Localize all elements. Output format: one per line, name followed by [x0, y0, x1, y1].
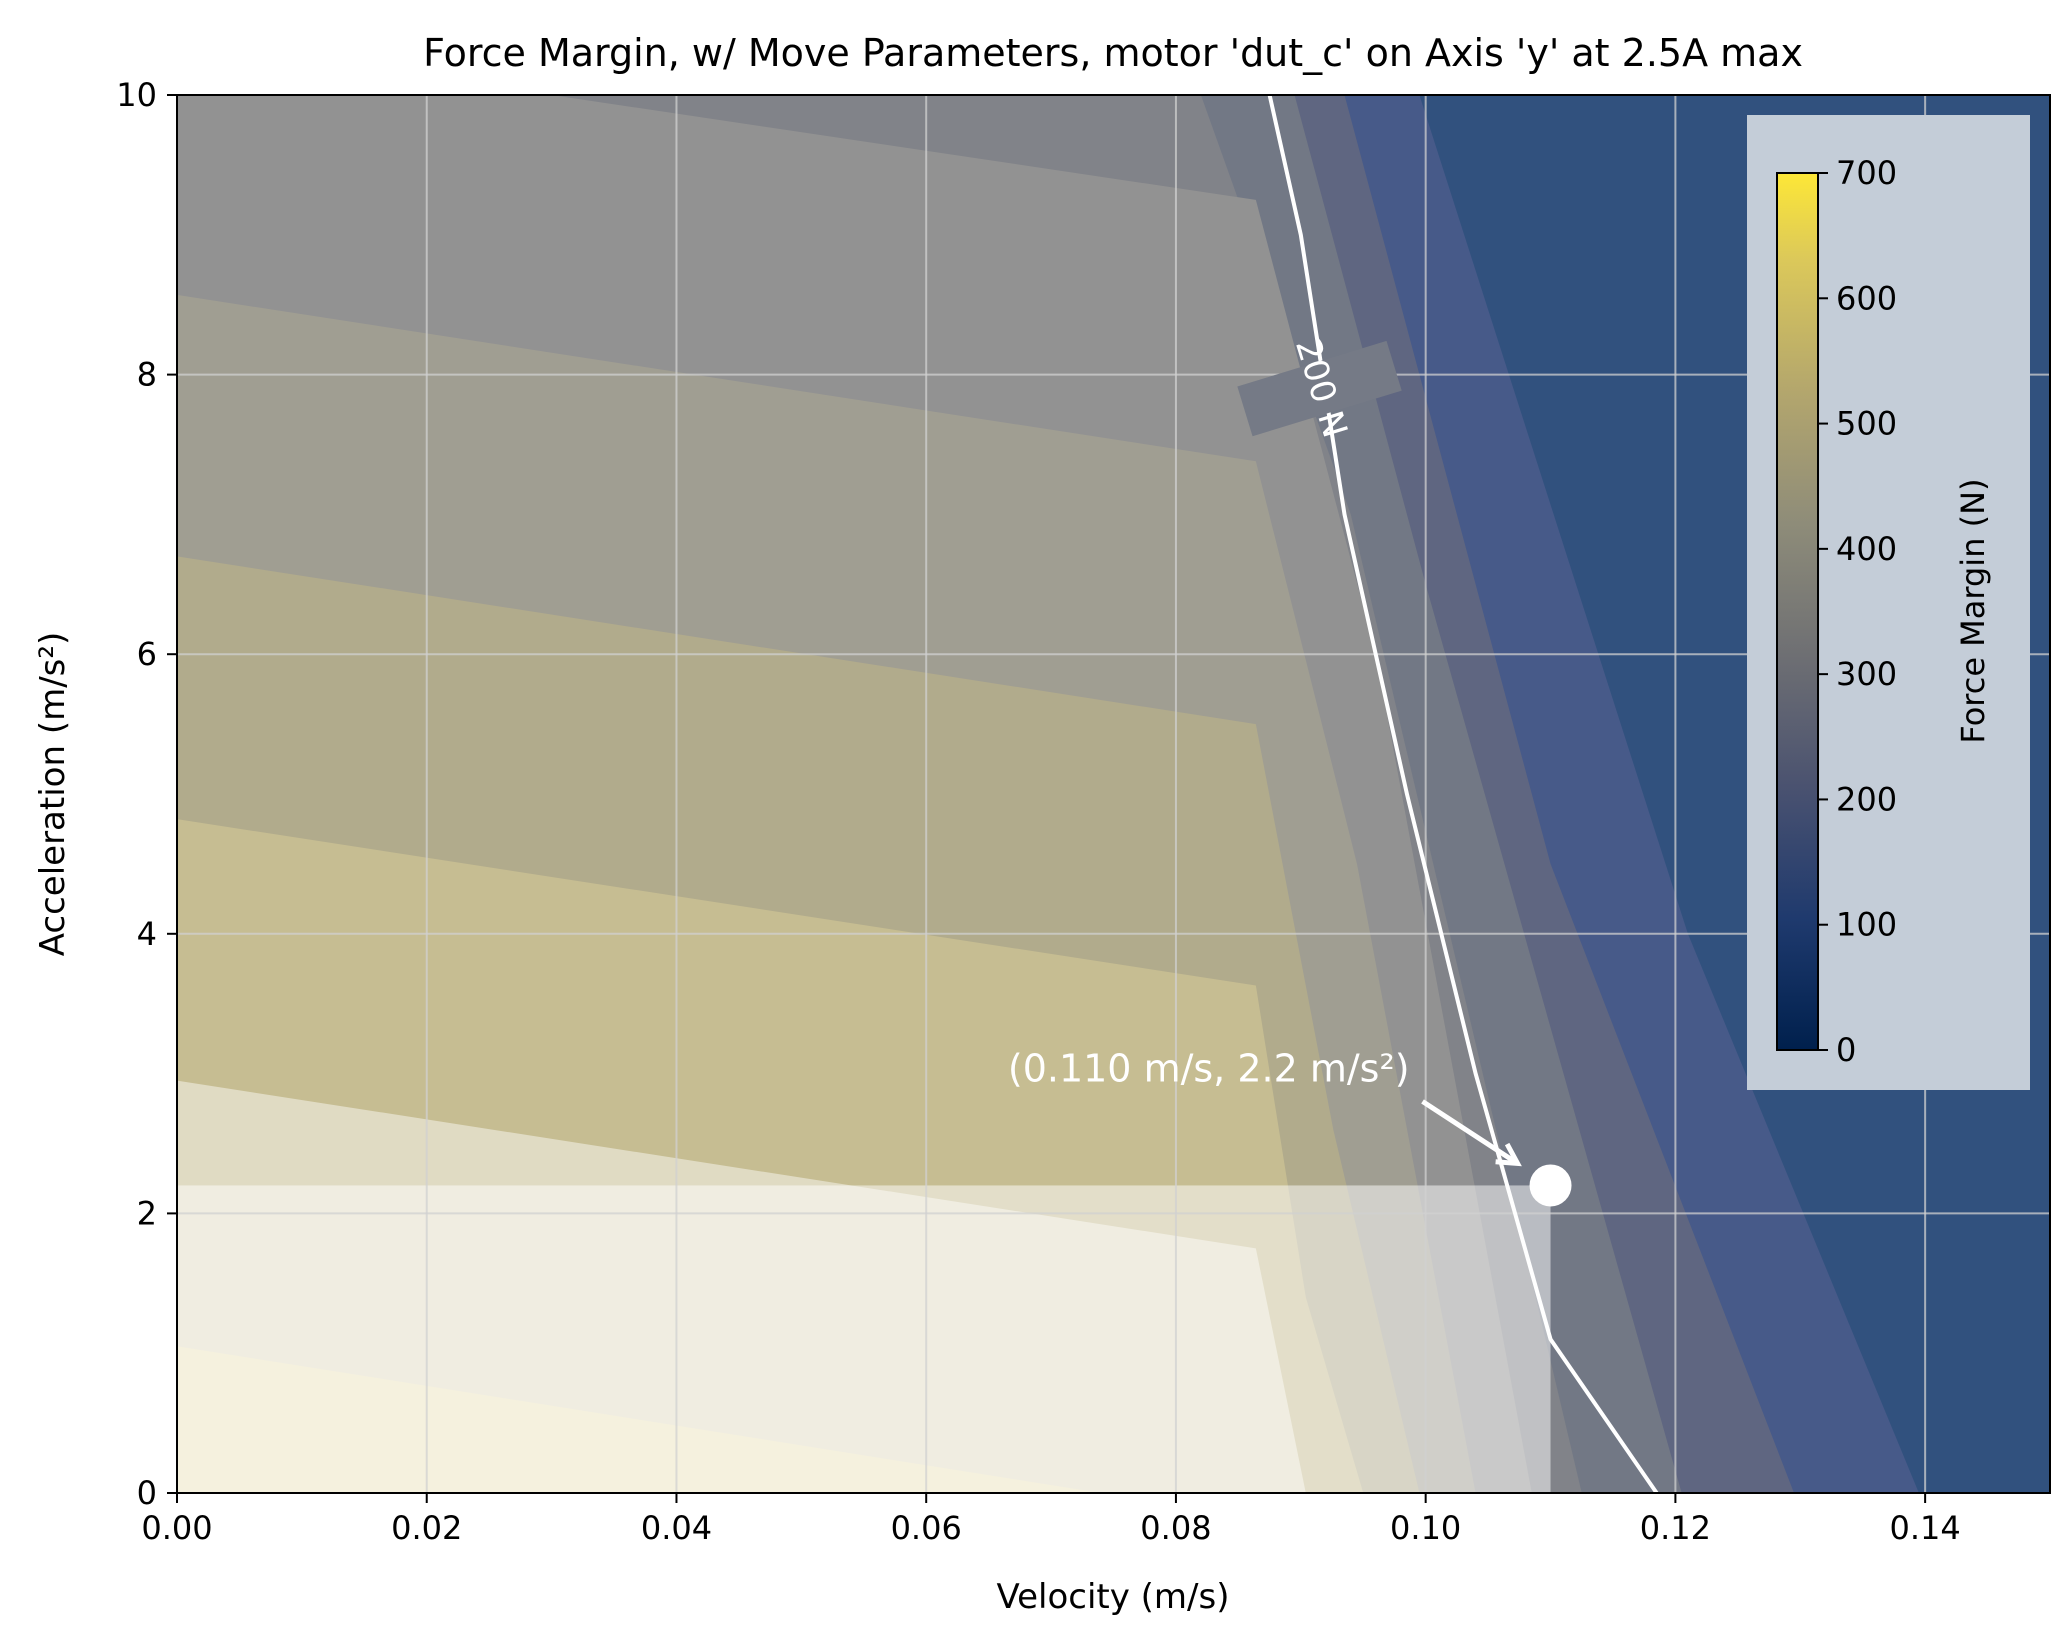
- operating-point-label: (0.110 m/s, 2.2 m/s²): [1008, 1046, 1410, 1090]
- x-tick-label: 0.02: [391, 1509, 462, 1547]
- colorbar-tick-label: 0: [1836, 1031, 1856, 1069]
- contour-label-gap: [1237, 340, 1402, 437]
- colorbar-tick-label: 200: [1836, 780, 1897, 818]
- colorbar: 0 100 200 300 400 500 600 700 Force Margin (N): [1747, 115, 2030, 1090]
- contour-line-200: [1267, 95, 1659, 1493]
- y-tick-label: 4: [137, 915, 157, 953]
- x-ticks: 0.00 0.02 0.04 0.06 0.08 0.10 0.12 0.14: [141, 1493, 1961, 1547]
- colorbar-tick-label: 600: [1836, 279, 1897, 317]
- contour-line-layer: 200 N: [1237, 95, 1659, 1493]
- colorbar-tick-label: 100: [1836, 906, 1897, 944]
- y-tick-label: 10: [116, 76, 157, 114]
- y-tick-label: 2: [137, 1194, 157, 1232]
- colorbar-ticks: 0 100 200 300 400 500 600 700: [1818, 154, 1897, 1069]
- x-tick-label: 0.00: [141, 1509, 212, 1547]
- chart-title: Force Margin, w/ Move Parameters, motor …: [423, 31, 1803, 75]
- plot-area: 200 N: [177, 95, 2050, 1493]
- annotation-arrowhead: [1495, 1142, 1522, 1167]
- operating-point-marker: [1529, 1164, 1572, 1207]
- x-tick-label: 0.04: [641, 1509, 712, 1547]
- operating-region: [177, 1185, 1551, 1493]
- annotation-arrow: [1421, 1099, 1519, 1166]
- x-tick-label: 0.10: [1390, 1509, 1461, 1547]
- plot-frame: [176, 94, 2051, 1494]
- x-axis-label: Velocity (m/s): [996, 1577, 1229, 1617]
- y-axis-label: Acceleration (m/s²): [33, 632, 73, 957]
- x-tick-label: 0.08: [1140, 1509, 1211, 1547]
- x-tick-label: 0.12: [1640, 1509, 1711, 1547]
- y-ticks: 0 2 4 6 8 10: [116, 76, 177, 1512]
- colorbar-tick-label: 700: [1836, 154, 1897, 192]
- x-tick-label: 0.14: [1890, 1509, 1961, 1547]
- y-tick-label: 0: [137, 1474, 157, 1512]
- colorbar-tick-label: 400: [1836, 530, 1897, 568]
- colorbar-tick-label: 300: [1836, 655, 1897, 693]
- y-tick-label: 6: [137, 635, 157, 673]
- colorbar-tick-label: 500: [1836, 405, 1897, 443]
- operating-region-layer: [177, 1185, 1551, 1493]
- x-tick-label: 0.06: [891, 1509, 962, 1547]
- operating-point-annotation: (0.110 m/s, 2.2 m/s²): [1008, 1046, 1522, 1167]
- y-tick-label: 8: [137, 356, 157, 394]
- colorbar-label: Force Margin (N): [1954, 478, 1992, 743]
- colorbar-gradient: [1776, 172, 1819, 1051]
